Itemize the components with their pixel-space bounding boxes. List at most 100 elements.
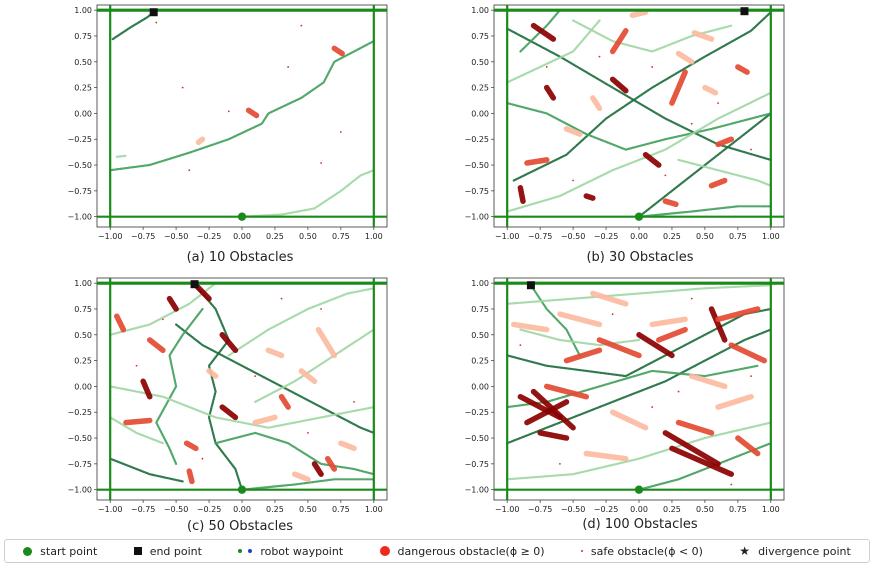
- legend-label-safe: safe obstacle(ϕ < 0): [590, 544, 703, 558]
- dangerous-obstacle: [609, 409, 649, 431]
- robot-path: [175, 323, 375, 434]
- dangerous-obstacle: [662, 430, 721, 467]
- legend: start point end point robot waypoint dan…: [4, 539, 870, 563]
- safe-obstacle: [750, 375, 752, 377]
- robot-path: [506, 91, 772, 213]
- x-tick-label: −1.00: [495, 232, 520, 241]
- x-tick-label: −0.25: [197, 505, 222, 514]
- legend-label-start: start point: [40, 544, 98, 558]
- start-point: [634, 212, 644, 221]
- robot-path: [109, 457, 184, 483]
- y-tick-label: −0.75: [67, 187, 92, 196]
- legend-item-divergence: ★ divergence point: [739, 545, 851, 558]
- dangerous-obstacle: [291, 471, 311, 483]
- safe-obstacle: [572, 179, 574, 182]
- star-icon: ★: [739, 544, 751, 558]
- safe-obstacle: [155, 21, 158, 24]
- dangerous-obstacle: [583, 193, 596, 201]
- dangerous-obstacle: [245, 107, 260, 119]
- panel-caption: (d) 100 Obstacles: [582, 517, 698, 532]
- safe-obstacle: [307, 431, 309, 434]
- dangerous-obstacle: [206, 368, 219, 379]
- dangerous-obstacle: [675, 419, 715, 436]
- robot-path: [227, 287, 375, 357]
- robot-path: [506, 364, 759, 409]
- x-tick-label: 0.50: [696, 232, 714, 241]
- x-tick-label: −0.25: [197, 232, 222, 241]
- dangerous-obstacle: [596, 337, 642, 359]
- robot-path: [519, 328, 641, 347]
- dangerous-obstacle: [715, 306, 761, 323]
- safe-obstacle: [287, 66, 290, 68]
- y-tick-label: 0.75: [74, 32, 92, 41]
- safe-obstacle: [280, 297, 283, 300]
- dangerous-obstacle: [315, 326, 338, 359]
- dangerous-obstacle: [517, 393, 563, 421]
- robot-path: [637, 205, 772, 218]
- x-tick-label: −0.75: [528, 232, 553, 241]
- robot-path: [506, 19, 601, 84]
- y-tick-label: 0.75: [471, 32, 489, 41]
- y-tick-label: 0.50: [74, 58, 92, 67]
- y-tick-label: −0.75: [464, 187, 489, 196]
- dangerous-obstacle: [649, 316, 688, 328]
- safe-obstacle: [690, 122, 693, 125]
- dangerous-obstacle: [688, 373, 728, 390]
- dangerous-obstacle: [298, 368, 318, 385]
- robot-path: [109, 416, 164, 445]
- x-tick-label: −0.50: [164, 232, 189, 241]
- end-point: [190, 280, 199, 289]
- x-tick-label: −0.25: [594, 232, 619, 241]
- dangerous-obstacle: [702, 84, 719, 96]
- end-marker-icon: [133, 547, 142, 555]
- waypoint-green-icon: [238, 549, 243, 553]
- dangerous-obstacle: [219, 404, 239, 421]
- y-tick-label: −1.00: [464, 213, 489, 222]
- dangerous-obstacle: [140, 378, 153, 400]
- dangerous-obstacle: [146, 337, 166, 354]
- x-tick-label: 0.75: [332, 232, 350, 241]
- safe-obstacle: [559, 462, 561, 465]
- x-tick-label: 0.50: [696, 505, 714, 514]
- safe-obstacle-icon: [580, 550, 583, 552]
- x-tick-label: 0.00: [630, 505, 648, 514]
- y-tick-label: 0.50: [471, 331, 489, 340]
- legend-item-danger: dangerous obstacle(ϕ ≥ 0): [379, 545, 545, 558]
- x-tick-label: 0.75: [729, 232, 747, 241]
- safe-obstacle: [545, 66, 548, 68]
- robot-path: [637, 112, 772, 218]
- y-tick-label: 0.50: [74, 331, 92, 340]
- robot-path: [506, 284, 772, 305]
- dangerous-obstacle: [642, 151, 662, 168]
- dangerous-obstacle: [590, 290, 629, 307]
- legend-label-divergence: divergence point: [758, 544, 851, 558]
- robot-path: [506, 307, 772, 378]
- safe-obstacle: [201, 457, 204, 460]
- robot-path: [506, 421, 772, 481]
- dangerous-obstacle: [735, 64, 750, 75]
- y-tick-label: −0.25: [464, 408, 489, 417]
- y-tick-label: 1.00: [74, 6, 92, 15]
- legend-item-waypoint: robot waypoint: [238, 545, 343, 558]
- safe-obstacle: [690, 297, 693, 300]
- dangerous-obstacle: [530, 22, 557, 42]
- robot-path: [677, 158, 772, 187]
- start-marker-icon: [23, 546, 33, 556]
- x-tick-label: 0.50: [299, 505, 317, 514]
- dangerous-obstacle: [563, 126, 583, 137]
- y-tick-label: 0.75: [74, 305, 92, 314]
- y-tick-label: 1.00: [74, 279, 92, 288]
- y-tick-label: −0.50: [464, 434, 489, 443]
- robot-path: [519, 9, 561, 53]
- dangerous-obstacle: [517, 185, 526, 204]
- safe-obstacle: [519, 344, 522, 347]
- robot-path: [506, 102, 772, 151]
- y-tick-label: 1.00: [471, 279, 489, 288]
- dangerous-obstacle: [278, 393, 291, 410]
- danger-obstacle-icon: [379, 546, 390, 556]
- y-tick-label: 0.25: [471, 84, 489, 93]
- safe-obstacle: [135, 364, 138, 367]
- plot-content: [494, 278, 784, 500]
- x-tick-label: 1.00: [762, 232, 780, 241]
- dangerous-obstacle: [311, 461, 324, 477]
